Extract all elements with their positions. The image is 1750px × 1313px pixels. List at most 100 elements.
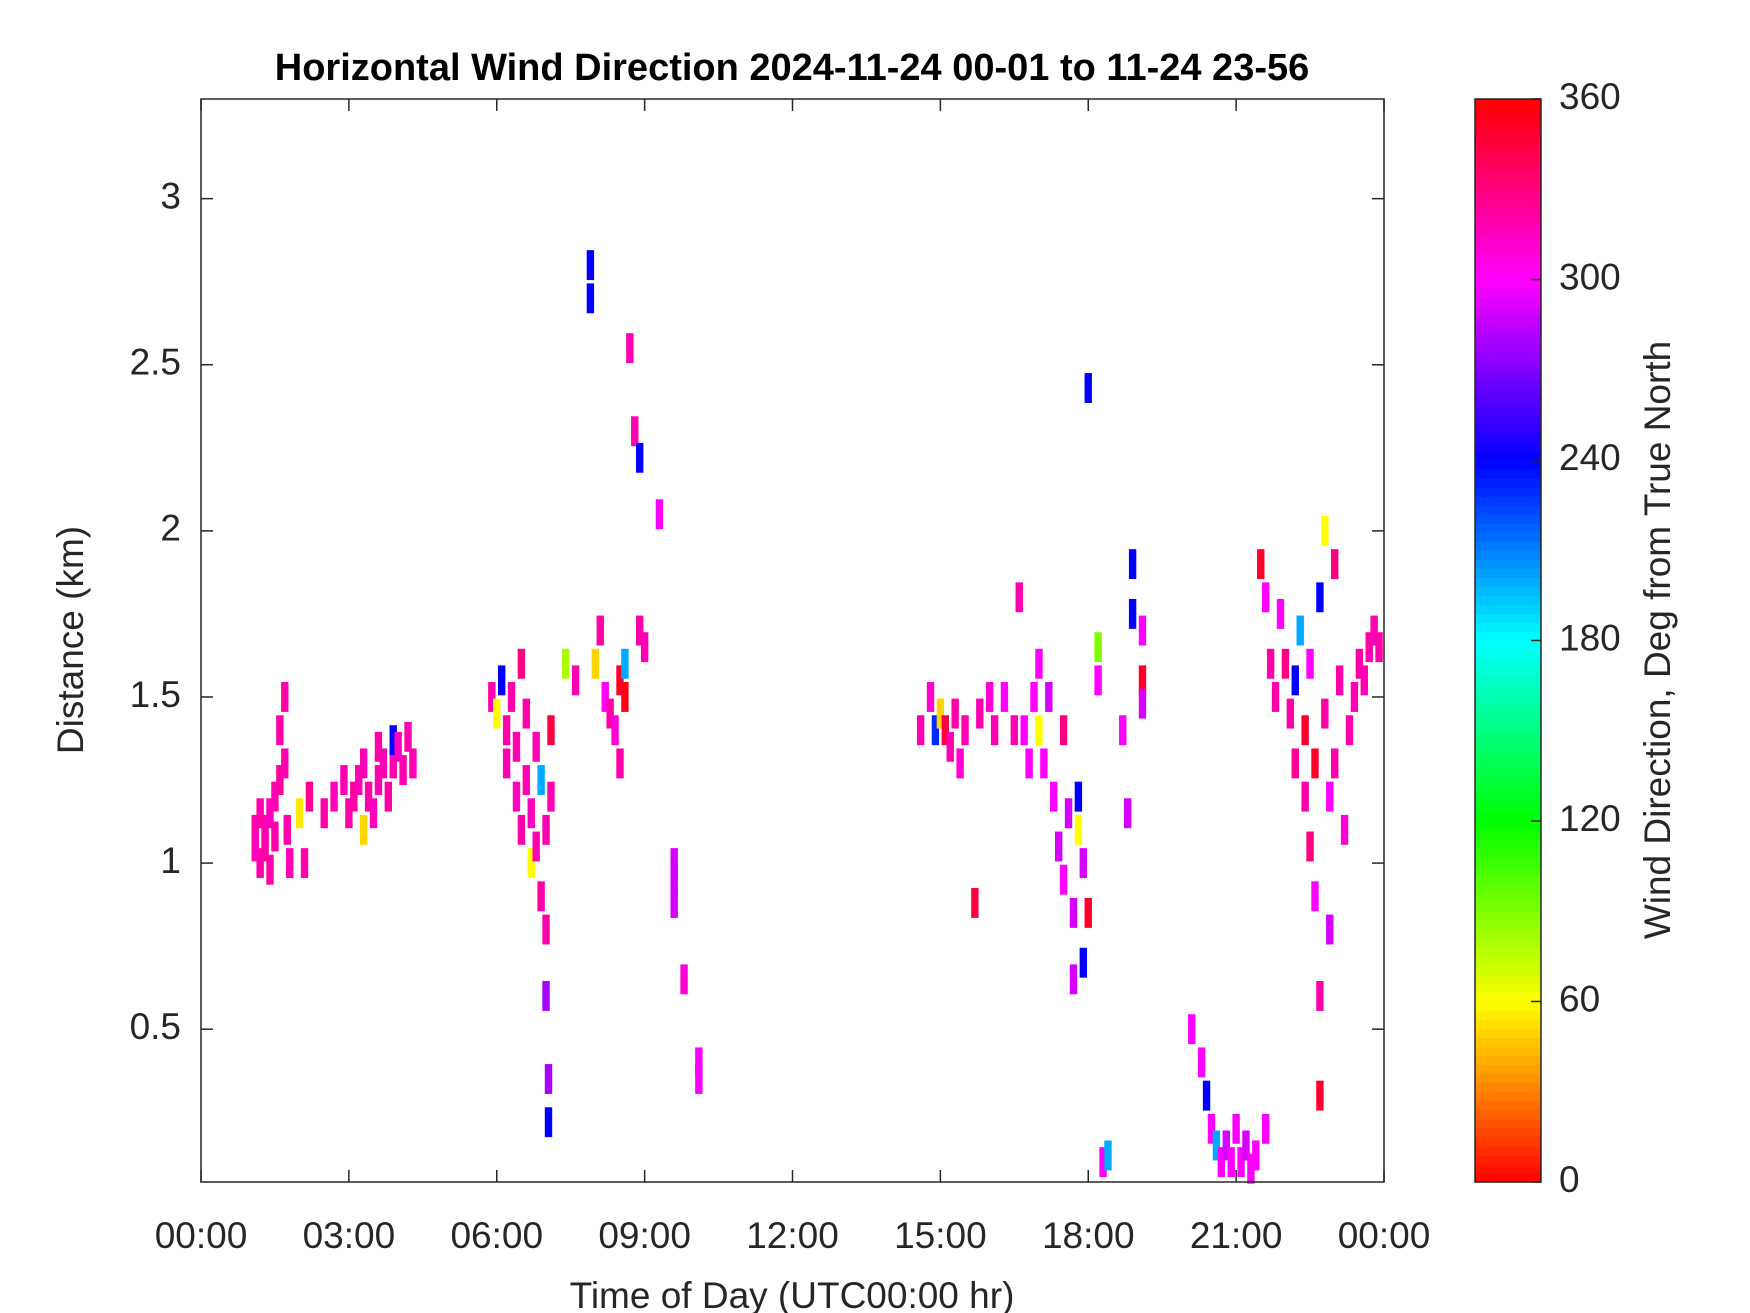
heat-cell: [1079, 947, 1088, 978]
heat-cell: [281, 748, 289, 779]
colorbar-segment: [1475, 676, 1541, 687]
x-tick-label: 21:00: [1190, 1215, 1283, 1256]
heat-cell: [300, 848, 309, 879]
colorbar-segment: [1475, 802, 1541, 813]
colorbar-segment: [1475, 1055, 1541, 1066]
heat-cell: [1059, 715, 1068, 746]
colorbar-segment: [1475, 216, 1541, 226]
heat-cell: [670, 887, 678, 918]
heat-cell: [1212, 1130, 1221, 1161]
colorbar-tick-label: 300: [1559, 256, 1621, 297]
colorbar-segment: [1475, 369, 1541, 380]
heat-cell: [591, 648, 600, 679]
heat-cell: [350, 781, 358, 812]
heat-cell: [1074, 814, 1083, 845]
colorbar-segment: [1475, 117, 1541, 127]
heat-cell: [1291, 665, 1299, 696]
colorbar-segment: [1475, 180, 1541, 190]
colorbar-segment: [1475, 992, 1541, 1003]
heat-cell: [635, 615, 644, 646]
heat-cell: [488, 682, 496, 712]
heat-cell: [1074, 781, 1083, 812]
heat-cell: [527, 848, 535, 879]
heat-cell: [611, 715, 619, 746]
heat-cell: [374, 765, 383, 795]
heat-cell: [1370, 615, 1378, 646]
colorbar-segment: [1475, 613, 1541, 624]
heat-cell: [1045, 682, 1053, 712]
colorbar-segment: [1475, 351, 1541, 362]
heat-cell: [1316, 981, 1324, 1011]
heat-cell: [517, 648, 526, 679]
heat-cell: [522, 698, 531, 729]
colorbar-segment: [1475, 288, 1541, 299]
colorbar-segment: [1475, 983, 1541, 994]
heat-cell: [507, 682, 516, 712]
colorbar-segment: [1475, 144, 1541, 154]
heat-cell: [532, 831, 540, 862]
colorbar-segment: [1475, 441, 1541, 452]
heat-cell: [1000, 682, 1009, 712]
colorbar-segment: [1475, 703, 1541, 714]
y-tick-label: 2: [160, 508, 181, 549]
colorbar-segment: [1475, 469, 1541, 479]
heat-cell: [1321, 515, 1329, 546]
heat-cell: [404, 721, 412, 752]
heat-cell: [1202, 1080, 1211, 1111]
colorbar-segment: [1475, 514, 1541, 524]
heat-cell: [1207, 1113, 1216, 1144]
heat-cell: [1025, 748, 1033, 779]
heat-cell: [1311, 881, 1319, 912]
heat-cell: [1286, 698, 1295, 729]
heat-cell: [936, 698, 945, 729]
colorbar-segment: [1475, 667, 1541, 678]
heat-cell: [537, 881, 545, 912]
heat-cell: [985, 682, 994, 712]
heat-cell: [695, 1064, 703, 1094]
colorbar-segment: [1475, 839, 1541, 849]
heat-cell: [532, 731, 540, 762]
colorbar-segment: [1475, 902, 1541, 912]
heat-cell: [409, 748, 417, 779]
colorbar-segment: [1475, 920, 1541, 930]
heat-cell: [1281, 648, 1290, 679]
heat-cell: [1084, 373, 1092, 403]
heat-cell: [1232, 1113, 1240, 1144]
y-tick-label: 3: [160, 175, 181, 216]
colorbar-segment: [1475, 1037, 1541, 1048]
colorbar-segment: [1475, 198, 1541, 208]
colorbar-segment: [1475, 225, 1541, 235]
colorbar-segment: [1475, 378, 1541, 389]
heat-cell: [399, 755, 407, 786]
heat-cell: [1104, 1140, 1112, 1171]
colorbar-segment: [1475, 324, 1541, 335]
heat-cell: [497, 665, 506, 696]
colorbar-segment: [1475, 523, 1541, 533]
x-tick-label: 06:00: [450, 1215, 543, 1256]
heat-cell: [1291, 748, 1299, 779]
heat-cell: [1276, 598, 1285, 629]
colorbar-segment: [1475, 848, 1541, 858]
colorbar-segment: [1475, 315, 1541, 326]
heat-cell: [971, 887, 979, 918]
heat-cell: [601, 682, 609, 712]
colorbar-segment: [1475, 1163, 1541, 1174]
colorbar-segment: [1475, 604, 1541, 615]
heat-cell: [1301, 715, 1309, 746]
heat-cell: [286, 848, 294, 879]
heat-cell: [1128, 598, 1137, 629]
heat-cell: [1054, 831, 1063, 862]
heat-cell: [1094, 665, 1102, 696]
colorbar-segment: [1475, 360, 1541, 371]
colorbar-segment: [1475, 568, 1541, 578]
colorbar-segment: [1475, 1001, 1541, 1012]
x-tick-label: 15:00: [894, 1215, 987, 1256]
heat-cell: [527, 798, 535, 829]
heat-cell: [990, 715, 999, 746]
colorbar-segment: [1475, 640, 1541, 651]
colorbar-segment: [1475, 532, 1541, 542]
colorbar-segment: [1475, 1154, 1541, 1165]
heat-cell: [1128, 549, 1137, 580]
colorbar-segment: [1475, 1118, 1541, 1129]
